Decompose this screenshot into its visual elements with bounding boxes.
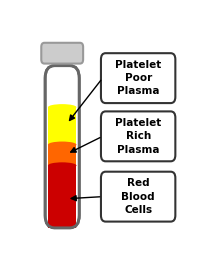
FancyBboxPatch shape	[101, 53, 175, 103]
Text: Red
Blood
Cells: Red Blood Cells	[121, 178, 155, 215]
Text: Platelet
Rich
Plasma: Platelet Rich Plasma	[115, 118, 161, 154]
Bar	[48, 166, 76, 228]
Text: Platelet
Poor
Plasma: Platelet Poor Plasma	[115, 60, 161, 96]
Ellipse shape	[48, 141, 76, 148]
FancyBboxPatch shape	[101, 112, 175, 161]
FancyBboxPatch shape	[45, 66, 79, 228]
Bar	[48, 145, 76, 166]
FancyBboxPatch shape	[101, 172, 175, 222]
Ellipse shape	[48, 104, 76, 110]
Ellipse shape	[48, 162, 76, 168]
Bar	[48, 107, 76, 145]
FancyBboxPatch shape	[41, 43, 83, 64]
Ellipse shape	[48, 222, 76, 228]
